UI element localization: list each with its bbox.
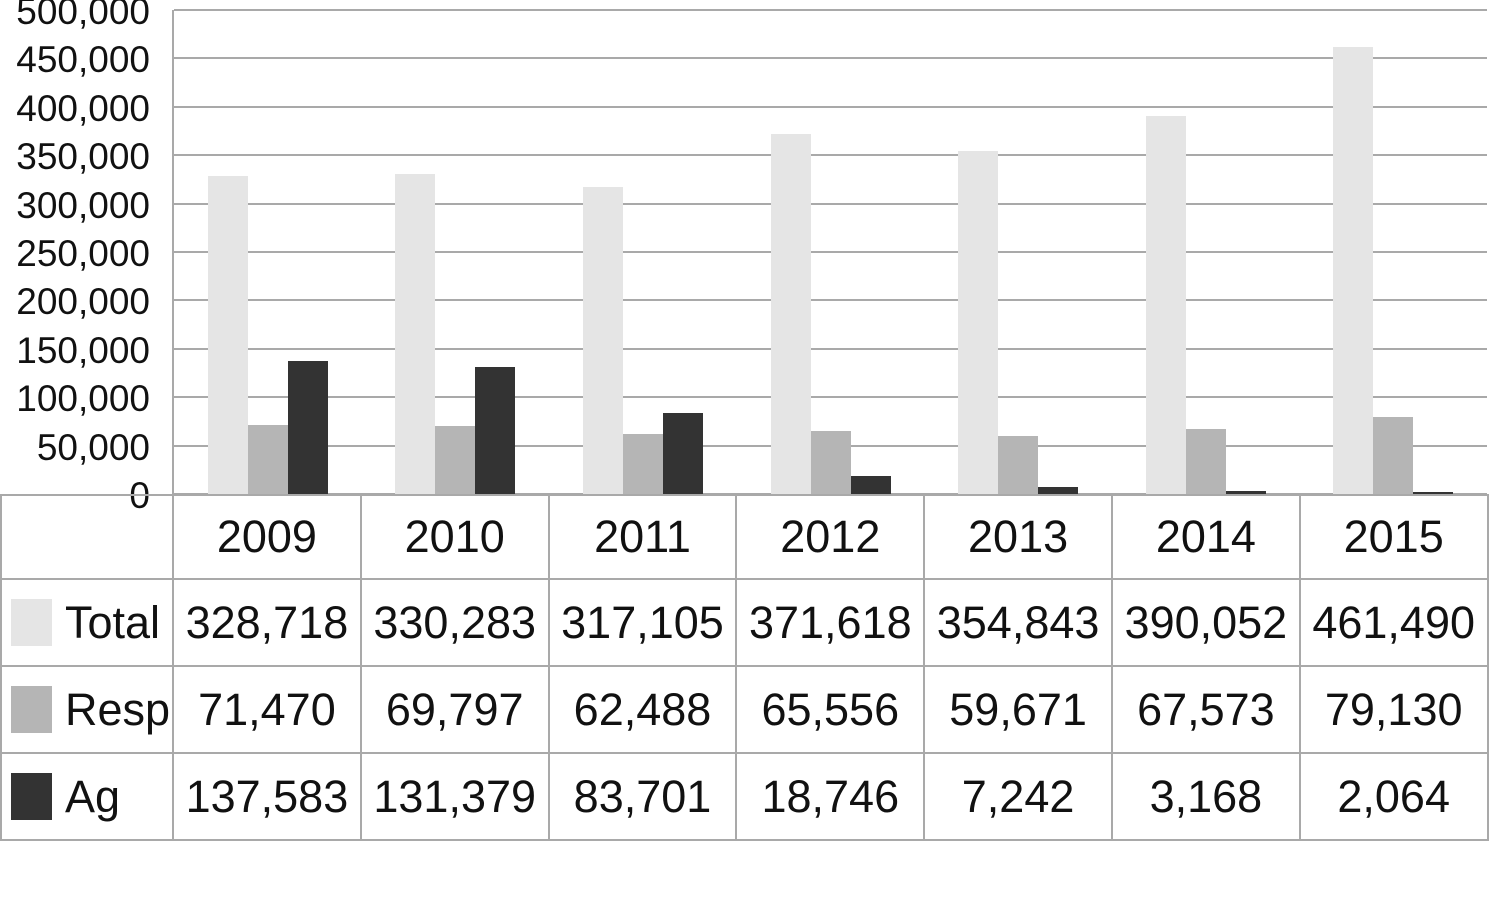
gridline bbox=[174, 203, 1487, 205]
gridline bbox=[174, 493, 1487, 495]
legend-cell-ag: Ag bbox=[0, 752, 174, 841]
gridline bbox=[174, 106, 1487, 108]
table-value-resp-2010: 69,797 bbox=[359, 665, 550, 754]
gridline bbox=[174, 57, 1487, 59]
y-axis-label: 250,000 bbox=[16, 233, 150, 274]
y-axis-label: 100,000 bbox=[16, 378, 150, 420]
table-value-total-2015: 461,490 bbox=[1298, 578, 1489, 667]
year-header-cell: 2013 bbox=[923, 494, 1113, 580]
table-value-resp-2013: 59,671 bbox=[923, 665, 1113, 754]
plot-area bbox=[172, 9, 1487, 495]
year-header-cell: 2014 bbox=[1110, 494, 1301, 580]
year-header-cell: 2009 bbox=[172, 494, 362, 580]
legend-label-total: Total bbox=[65, 596, 161, 648]
table-value-total-2009: 328,718 bbox=[172, 578, 362, 667]
legend-swatch-total bbox=[11, 599, 52, 646]
bar-total-2009 bbox=[208, 176, 248, 494]
year-header-cell: 2015 bbox=[1298, 494, 1489, 580]
legend-swatch-resp bbox=[11, 686, 52, 733]
table-value-total-2010: 330,283 bbox=[359, 578, 550, 667]
bar-ag-2012 bbox=[851, 476, 891, 494]
legend-cell-total: Total bbox=[0, 578, 174, 667]
table-value-ag-2012: 18,746 bbox=[735, 752, 926, 841]
bar-total-2012 bbox=[771, 134, 811, 494]
bar-resp-2009 bbox=[248, 425, 288, 494]
table-value-ag-2011: 83,701 bbox=[547, 752, 738, 841]
year-header-cell: 2012 bbox=[735, 494, 926, 580]
y-axis-label: 300,000 bbox=[16, 184, 150, 226]
bar-ag-2011 bbox=[663, 413, 703, 494]
table-value-total-2011: 317,105 bbox=[547, 578, 738, 667]
bar-resp-2010 bbox=[435, 426, 475, 494]
bar-resp-2015 bbox=[1373, 417, 1413, 494]
gridline bbox=[174, 396, 1487, 398]
data-table: 2009 2010 2011 2012 2013 2014 2015 Total 328,718… bbox=[0, 494, 1489, 841]
gridline bbox=[174, 348, 1487, 350]
y-axis-label: 350,000 bbox=[16, 136, 150, 178]
year-header-cell: 2011 bbox=[547, 494, 738, 580]
table-value-ag-2010: 131,379 bbox=[359, 752, 550, 841]
legend-cell-resp: Resp bbox=[0, 665, 174, 754]
table-value-ag-2013: 7,242 bbox=[923, 752, 1113, 841]
y-axis-label: 200,000 bbox=[16, 281, 150, 323]
table-value-ag-2009: 137,583 bbox=[172, 752, 362, 841]
year-header-cell: 2010 bbox=[359, 494, 550, 580]
y-axis-label: 400,000 bbox=[16, 87, 150, 129]
table-value-resp-2015: 79,130 bbox=[1298, 665, 1489, 754]
bar-resp-2012 bbox=[811, 431, 851, 494]
bar-ag-2015 bbox=[1413, 492, 1453, 494]
y-axis-label: 50,000 bbox=[36, 426, 150, 468]
table-value-resp-2011: 62,488 bbox=[547, 665, 738, 754]
table-value-resp-2014: 67,573 bbox=[1110, 665, 1301, 754]
table-value-total-2013: 354,843 bbox=[923, 578, 1113, 667]
bar-total-2011 bbox=[583, 187, 623, 494]
data-table-wrap: 2009 2010 2011 2012 2013 2014 2015 Total 328,718… bbox=[0, 494, 1489, 841]
table-value-resp-2012: 65,556 bbox=[735, 665, 926, 754]
bar-ag-2014 bbox=[1226, 491, 1266, 494]
bar-total-2014 bbox=[1146, 116, 1186, 494]
bar-ag-2013 bbox=[1038, 487, 1078, 494]
table-value-total-2014: 390,052 bbox=[1110, 578, 1301, 667]
bar-total-2015 bbox=[1333, 47, 1373, 494]
table-value-total-2012: 371,618 bbox=[735, 578, 926, 667]
legend-label-ag: Ag bbox=[65, 770, 121, 822]
bar-resp-2013 bbox=[998, 436, 1038, 494]
gridline bbox=[174, 9, 1487, 11]
gridline bbox=[174, 299, 1487, 301]
bar-ag-2009 bbox=[288, 361, 328, 494]
bar-resp-2011 bbox=[623, 434, 663, 494]
legend-swatch-ag bbox=[11, 773, 52, 820]
bar-resp-2014 bbox=[1186, 429, 1226, 494]
bar-total-2013 bbox=[958, 151, 998, 494]
y-axis-label: 500,000 bbox=[16, 0, 150, 32]
gridline bbox=[174, 251, 1487, 253]
table-value-ag-2014: 3,168 bbox=[1110, 752, 1301, 841]
table-value-resp-2009: 71,470 bbox=[172, 665, 362, 754]
source-note: Fonte de informação: elaboração com info… bbox=[2, 860, 1437, 903]
table-value-ag-2015: 2,064 bbox=[1298, 752, 1489, 841]
legend-label-resp: Resp bbox=[65, 683, 171, 735]
y-axis-label: 450,000 bbox=[16, 39, 150, 81]
gridline bbox=[174, 154, 1487, 156]
bar-total-2010 bbox=[395, 174, 435, 494]
table-corner-cell bbox=[0, 494, 174, 580]
y-axis-label: 150,000 bbox=[16, 329, 150, 371]
bar-ag-2010 bbox=[475, 367, 515, 494]
